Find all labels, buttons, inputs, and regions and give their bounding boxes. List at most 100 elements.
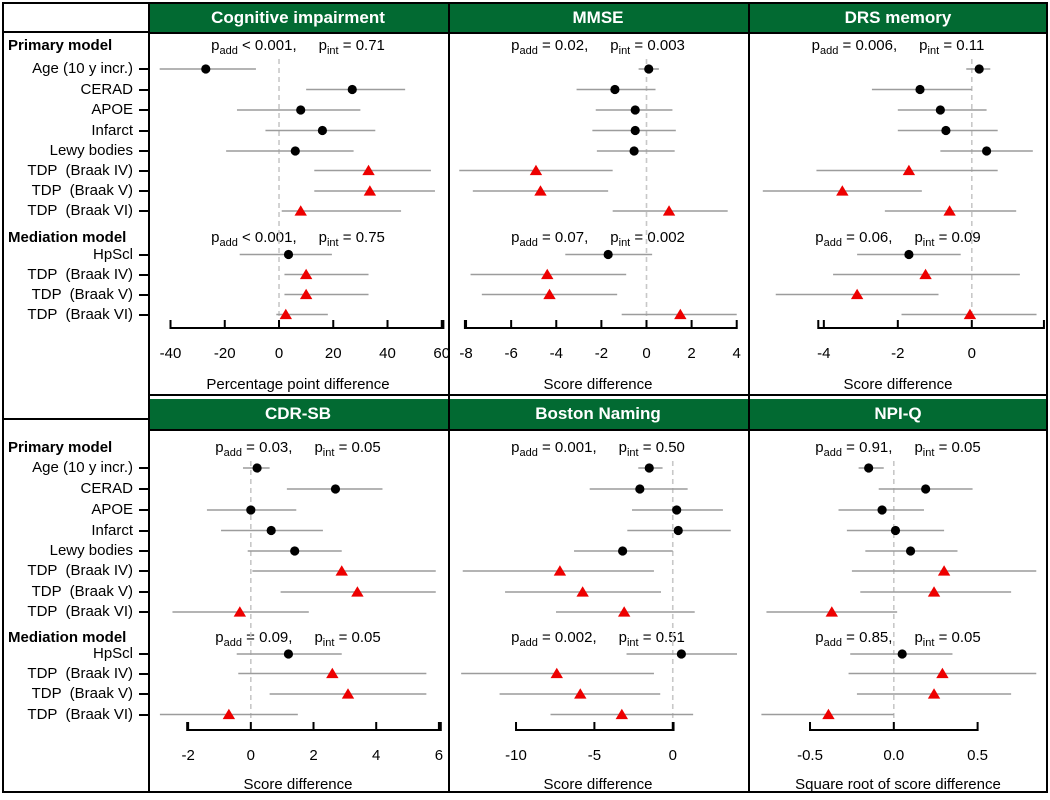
estimate-point-triangle (927, 688, 941, 699)
x-axis-tick-label: 0 (642, 345, 650, 362)
row-label: TDP (Braak V) (31, 583, 133, 600)
p-int-symbol: p (914, 229, 923, 246)
estimate-point-circle (317, 125, 328, 136)
estimate-point-triangle (341, 688, 355, 699)
p-primary-values: padd = 0.001, pint = 0.50 (448, 438, 748, 459)
p-int-symbol: p (618, 629, 627, 646)
panel-title: DRS memory (748, 4, 1048, 34)
estimate-point-circle (603, 249, 613, 260)
estimate-point-triangle (850, 288, 864, 300)
forest-plot-area: -10 -5 0 (461, 461, 738, 764)
row-label: TDP (Braak VI) (27, 705, 133, 723)
panel-boston-naming: Boston Naming padd = 0.001, pint = 0.50 pad… (448, 398, 748, 793)
row-label: TDP (Braak V) (31, 685, 133, 702)
row-tick-mark (139, 529, 148, 532)
row-tick-mark (139, 467, 148, 469)
row-label: TDP (Braak IV) (27, 265, 133, 283)
p-int-value: = 0.05 (938, 629, 981, 646)
x-axis-title: Score difference (243, 776, 353, 793)
x-axis-tick-label: 20 (325, 345, 342, 362)
panel-cdr-sb: CDR-SB padd = 0.03, pint = 0.05 padd = 0.09… (148, 398, 448, 793)
x-axis-tick-label: 0 (968, 345, 976, 362)
p-primary-values: padd = 0.03, pint = 0.05 (148, 438, 448, 459)
row-label: TDP (Braak V) (31, 285, 133, 303)
estimate-point-triangle (553, 565, 567, 576)
x-axis-tick-label: 0 (275, 345, 283, 362)
p-add-symbol: p (511, 37, 520, 54)
p-primary-values: padd < 0.001, pint = 0.71 (148, 36, 448, 57)
p-add-symbol: p (511, 439, 520, 456)
estimate-point-circle (905, 546, 916, 556)
estimate-point-triangle (294, 205, 307, 216)
panel-title: CDR-SB (148, 399, 448, 431)
estimate-point-circle (246, 505, 256, 515)
estimate-point-circle (635, 484, 645, 494)
x-axis-title: Score difference (543, 376, 653, 393)
estimate-point-triangle (822, 708, 835, 720)
x-axis-tick-label: 2 (309, 747, 317, 764)
p-add-value: = 0.07, (541, 229, 589, 246)
row-label: Age (10 y incr.) (32, 459, 133, 476)
p-int-subscript: int (326, 237, 339, 249)
x-axis-tick-label: 0.0 (883, 747, 904, 764)
figure-border-right (1046, 2, 1048, 793)
x-axis (817, 320, 1045, 329)
p-add-subscript: add (519, 237, 538, 249)
row-label: Infarct (91, 121, 133, 139)
estimate-point-circle (981, 146, 992, 156)
p-add-symbol: p (211, 229, 220, 246)
x-axis-title: Square root of score difference (795, 776, 1001, 793)
estimate-point-circle (283, 649, 294, 659)
primary-model-label: Primary model (8, 439, 113, 456)
row-tick-mark (139, 713, 148, 716)
panel-title: NPI-Q (748, 399, 1048, 431)
row-tick-mark (139, 150, 148, 152)
estimate-point-circle (347, 84, 357, 95)
panel-separator-1 (448, 2, 450, 793)
row-tick-mark (139, 253, 148, 256)
panel-drs-memory: DRS memory padd = 0.006, pint = 0.11 padd =… (748, 3, 1048, 395)
label-column-bottom-line (2, 418, 148, 420)
estimate-point-triangle (936, 667, 949, 679)
p-add-symbol: p (811, 37, 820, 54)
row-tick-mark (139, 550, 148, 552)
row-tick-mark (139, 611, 148, 613)
x-axis-tick-label: -2 (891, 345, 904, 362)
mediation-model-label: Mediation model (8, 229, 127, 246)
panel-title: MMSE (448, 4, 748, 34)
panel-separator-2 (748, 2, 750, 793)
estimate-point-triangle (541, 268, 554, 280)
estimate-point-triangle (937, 565, 951, 576)
primary-model-label: Primary model (8, 37, 113, 54)
p-int-value: = 0.05 (938, 439, 981, 456)
row-tick-mark (139, 129, 148, 132)
p-int-symbol: p (919, 37, 928, 54)
p-int-subscript: int (326, 45, 339, 57)
row-tick-mark (139, 109, 148, 111)
x-axis-tick-label: 6 (435, 747, 443, 764)
forest-plot-area: -40 -20 0 20 40 60 (159, 59, 448, 362)
row-label: Infarct (91, 521, 133, 539)
estimate-point-circle (630, 125, 640, 136)
panel-title: Boston Naming (448, 399, 748, 431)
estimate-point-circle (935, 105, 945, 115)
estimate-point-circle (890, 525, 901, 536)
p-int-value: = 0.05 (338, 439, 381, 456)
x-axis-tick-label: 0 (669, 747, 677, 764)
estimate-point-circle (676, 649, 686, 659)
estimate-point-circle (201, 64, 211, 74)
p-add-subscript: add (823, 637, 842, 649)
p-int-subscript: int (922, 447, 935, 459)
p-add-subscript: add (219, 45, 238, 57)
x-axis-title: Score difference (543, 776, 653, 793)
x-axis-tick-label: -4 (817, 345, 830, 362)
p-int-subscript: int (322, 447, 335, 459)
p-add-symbol: p (815, 439, 824, 456)
row-tick-mark (139, 672, 148, 675)
x-axis-title: Score difference (843, 376, 953, 393)
x-axis-tick-label: -6 (504, 345, 517, 362)
row-label: TDP (Braak IV) (27, 562, 133, 579)
row-label: HpScl (92, 645, 133, 662)
p-int-symbol: p (314, 629, 323, 646)
